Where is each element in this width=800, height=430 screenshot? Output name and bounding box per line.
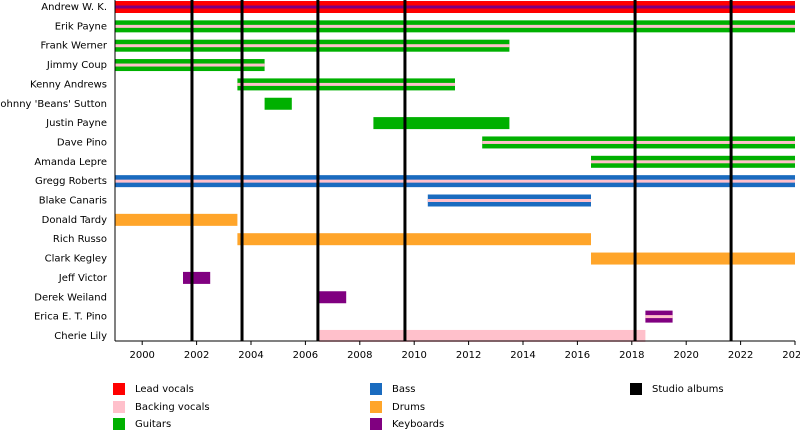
secondary-stripe <box>115 24 795 28</box>
legend-swatch <box>370 383 382 395</box>
member-label: Andrew W. K. <box>41 2 107 13</box>
legend-label: Bass <box>392 384 415 395</box>
member-label: Kenny Andrews <box>30 79 107 90</box>
x-tick-label: 2020 <box>673 350 698 361</box>
x-tick-label: 2002 <box>184 350 209 361</box>
legend-swatch <box>630 383 642 395</box>
member-label: Rich Russo <box>53 234 107 245</box>
member-label: Erik Payne <box>55 21 107 32</box>
legend-label: Studio albums <box>652 384 724 395</box>
member-bar <box>264 97 292 110</box>
member-label: Derek Weiland <box>34 292 107 303</box>
x-tick-label: 2012 <box>456 350 481 361</box>
x-tick-label: 2004 <box>238 350 263 361</box>
member-label: Jimmy Coup <box>46 60 107 71</box>
secondary-stripe <box>115 63 265 67</box>
x-tick-label: 2000 <box>129 350 154 361</box>
member-label: Donald Tardy <box>42 215 107 226</box>
member-label: Cherie Lily <box>54 331 107 342</box>
member-label: Dave Pino <box>57 137 107 148</box>
legend-swatch <box>113 401 125 413</box>
legend-label: Guitars <box>135 419 171 430</box>
secondary-stripe <box>115 44 510 48</box>
x-tick-label: 2018 <box>619 350 644 361</box>
legend-swatch <box>370 401 382 413</box>
member-bar <box>183 271 211 284</box>
member-bar <box>591 252 795 265</box>
secondary-stripe <box>645 315 673 319</box>
member-label: Gregg Roberts <box>35 176 107 187</box>
legend-swatch <box>113 418 125 430</box>
legend-swatch <box>113 383 125 395</box>
secondary-stripe <box>482 140 795 144</box>
member-label: Erica E. T. Pino <box>34 312 107 323</box>
x-tick-label: 2022 <box>728 350 753 361</box>
member-bar <box>319 291 347 304</box>
legend-label: Drums <box>392 402 425 413</box>
member-bar <box>373 117 510 130</box>
member-label: Jeff Victor <box>58 273 108 284</box>
x-tick-label: 2010 <box>401 350 426 361</box>
member-label: Johnny 'Beans' Sutton <box>0 99 107 110</box>
member-label: Blake Canaris <box>39 196 107 207</box>
x-tick-label: 2016 <box>565 350 590 361</box>
legend-swatch <box>370 418 382 430</box>
member-label: Justin Payne <box>45 118 107 129</box>
member-bar <box>237 233 591 246</box>
x-tick-label: 2024 <box>782 350 800 361</box>
secondary-stripe <box>237 82 455 86</box>
x-tick-label: 2014 <box>510 350 535 361</box>
secondary-stripe <box>115 179 795 183</box>
member-bar <box>319 329 646 342</box>
member-label: Clark Kegley <box>45 254 107 265</box>
secondary-stripe <box>427 199 591 202</box>
member-label: Amanda Lepre <box>34 157 107 168</box>
legend-label: Lead vocals <box>135 384 194 395</box>
member-label: Frank Werner <box>40 41 107 52</box>
x-tick-label: 2006 <box>293 350 318 361</box>
secondary-stripe <box>115 5 795 9</box>
secondary-stripe <box>591 160 795 164</box>
legend-label: Backing vocals <box>135 402 210 413</box>
member-bar <box>115 213 238 226</box>
x-tick-label: 2008 <box>347 350 372 361</box>
legend-label: Keyboards <box>392 419 444 430</box>
